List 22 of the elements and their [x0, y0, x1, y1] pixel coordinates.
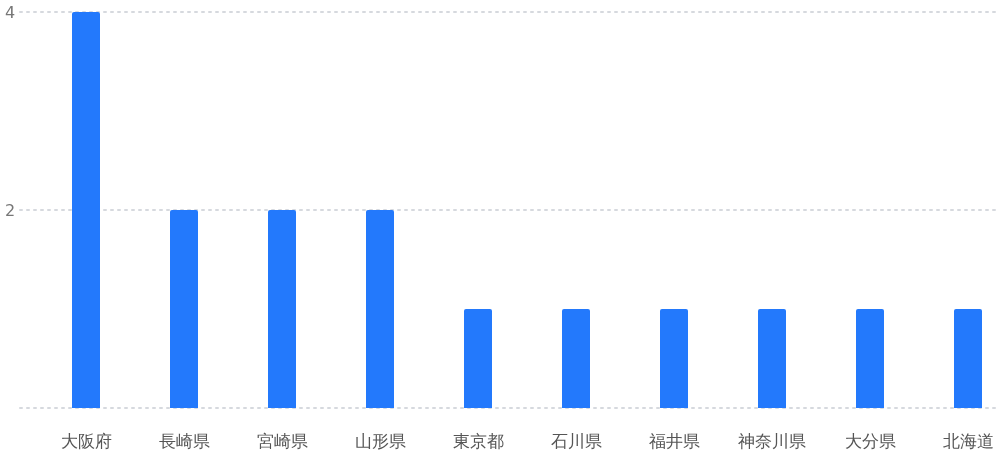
bar: [464, 309, 492, 408]
bar: [562, 309, 590, 408]
y-tick-label: 4: [4, 2, 16, 22]
bar: [954, 309, 982, 408]
bar: [268, 210, 296, 408]
x-tick-label: 大阪府: [60, 431, 112, 451]
x-tick-label: 山形県: [354, 431, 406, 451]
x-tick-label: 福井県: [648, 431, 700, 451]
x-tick-label: 東京都: [452, 431, 504, 451]
bar: [170, 210, 198, 408]
x-tick-label: 石川県: [550, 431, 602, 451]
bar: [72, 12, 100, 408]
y-tick-label: 2: [4, 200, 16, 220]
bar: [758, 309, 786, 408]
bar: [660, 309, 688, 408]
x-tick-label: 北海道: [942, 431, 994, 451]
bar: [856, 309, 884, 408]
x-tick-label: 宮崎県: [256, 431, 308, 451]
bar: [366, 210, 394, 408]
x-tick-label: 大分県: [844, 431, 896, 451]
x-tick-label: 長崎県: [158, 431, 210, 451]
x-tick-label: 神奈川県: [738, 431, 806, 451]
